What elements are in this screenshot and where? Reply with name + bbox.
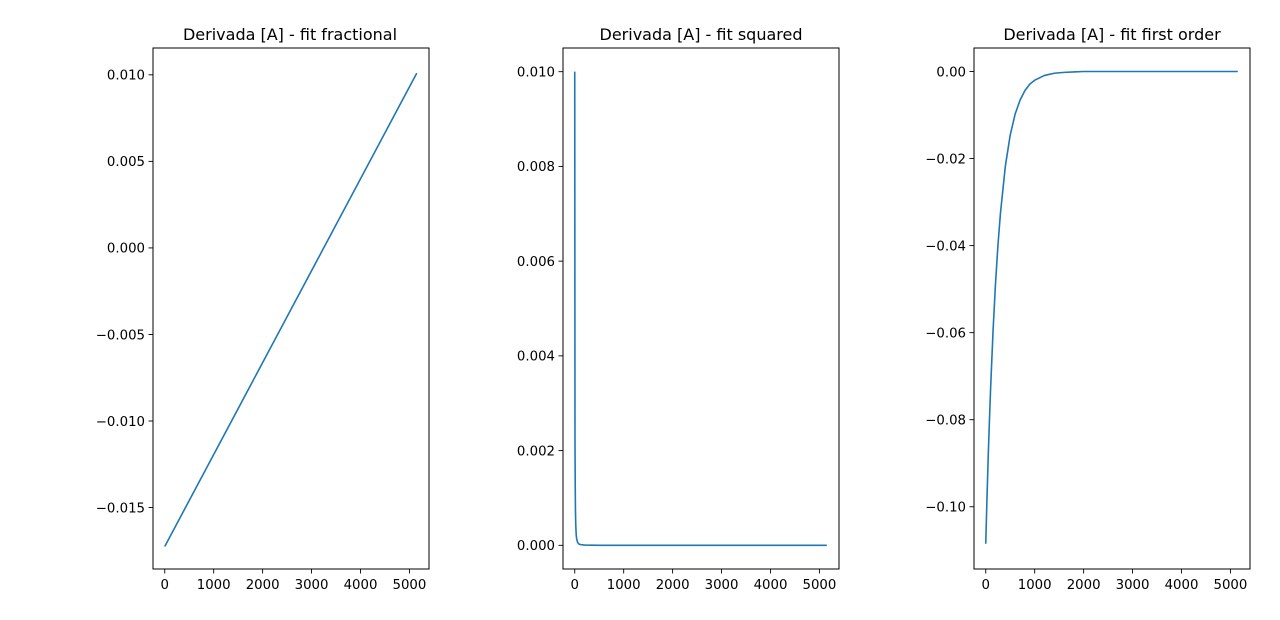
x-tick-label: 4000 [344,578,378,593]
series-line-0 [164,72,418,547]
y-tick-label: 0.010 [517,65,555,80]
x-tick-label: 3000 [705,578,739,593]
x-tick-label: 3000 [1116,578,1150,593]
x-tick-label: 2000 [1067,578,1101,593]
axes-frame [973,47,1251,570]
y-tick-label: 0.00 [936,65,966,80]
x-tick-label: 4000 [754,578,788,593]
chart-title: Derivada [A] - fit first order [1003,25,1221,44]
y-tick-label: 0.000 [517,539,555,554]
x-tick-label: 5000 [803,578,837,593]
chart-panel-first-order: Derivada [A] - fit first order 0 1000 2000… [925,25,1251,593]
axes-frame [562,47,840,570]
y-tick-label: −0.015 [96,501,145,516]
x-tick-label: 2000 [246,578,280,593]
y-tick-label: 0.008 [517,160,555,175]
x-tick-label: 1000 [607,578,641,593]
y-tick-label: −0.10 [925,501,966,516]
x-tick-label: 4000 [1165,578,1199,593]
x-tick-label: 0 [161,578,169,593]
y-tick-label: 0.005 [107,155,145,170]
series-line-0 [573,71,827,547]
plot-area [164,72,418,547]
chart-panel-fractional: Derivada [A] - fit fractional 0 1000 2000 3… [96,25,430,593]
y-tick-label: −0.08 [925,414,966,429]
y-tick-label: −0.06 [925,326,966,341]
chart-title: Derivada [A] - fit squared [600,25,803,44]
y-tick-label: −0.04 [925,239,966,254]
chart-title: Derivada [A] - fit fractional [183,25,397,44]
y-tick-label: 0.000 [107,242,145,257]
y-tick-label: 0.006 [517,255,555,270]
x-tick-label: 5000 [1214,578,1248,593]
x-tick-label: 3000 [295,578,329,593]
y-tick-label: −0.02 [925,152,966,167]
y-tick-label: 0.004 [517,350,555,365]
y-tick-label: −0.010 [96,415,145,430]
x-tick-label: 0 [982,578,990,593]
x-tick-label: 1000 [197,578,231,593]
chart-panel-squared: Derivada [A] - fit squared 0 1000 2000 3000… [517,25,840,593]
x-tick-label: 0 [571,578,579,593]
y-tick-label: 0.010 [107,69,145,84]
axes-frame [152,47,430,570]
y-tick-label: 0.002 [517,444,555,459]
y-tick-label: −0.005 [96,328,145,343]
x-tick-label: 2000 [656,578,690,593]
plot-area [984,70,1238,544]
series-line-0 [984,70,1238,544]
plot-area [573,71,827,547]
x-tick-label: 5000 [393,578,427,593]
x-tick-label: 1000 [1018,578,1052,593]
